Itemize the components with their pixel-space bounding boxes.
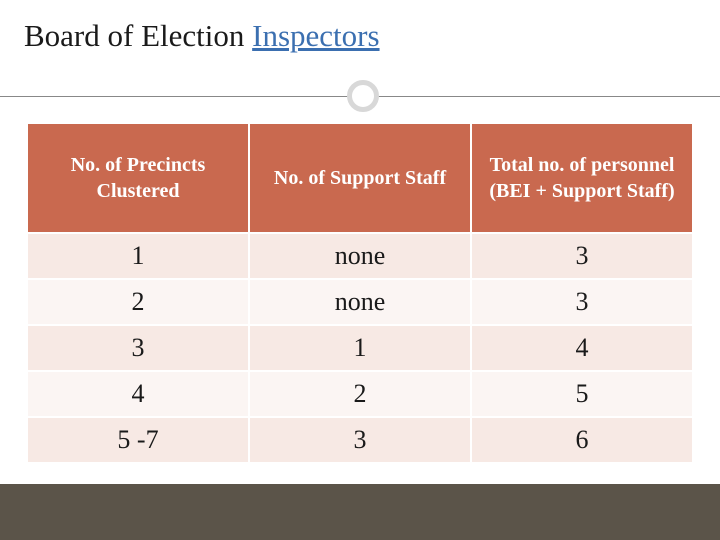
cell-precincts: 3 [27,325,249,371]
table-row: 4 2 5 [27,371,693,417]
cell-total: 4 [471,325,693,371]
staffing-table: No. of Precincts Clustered No. of Suppor… [26,122,694,464]
col-header-total-personnel: Total no. of personnel (BEI + Support St… [471,123,693,233]
title-plain: Board of Election [24,18,252,53]
slide: Board of Election Inspectors No. of Prec… [0,0,720,540]
table-row: 1 none 3 [27,233,693,279]
table-row: 2 none 3 [27,279,693,325]
cell-precincts: 2 [27,279,249,325]
cell-precincts: 5 -7 [27,417,249,463]
col-header-precincts: No. of Precincts Clustered [27,123,249,233]
cell-precincts: 4 [27,371,249,417]
cell-support: 1 [249,325,471,371]
table-header-row: No. of Precincts Clustered No. of Suppor… [27,123,693,233]
cell-support: 3 [249,417,471,463]
footer-band [0,484,720,540]
circle-icon [347,80,379,112]
cell-support: none [249,233,471,279]
cell-total: 3 [471,279,693,325]
table-row: 5 -7 3 6 [27,417,693,463]
page-title: Board of Election Inspectors [24,18,720,54]
cell-total: 3 [471,233,693,279]
cell-support: none [249,279,471,325]
cell-total: 5 [471,371,693,417]
staffing-table-wrap: No. of Precincts Clustered No. of Suppor… [26,122,694,464]
cell-support: 2 [249,371,471,417]
title-area: Board of Election Inspectors [0,0,720,54]
cell-total: 6 [471,417,693,463]
col-header-support-staff: No. of Support Staff [249,123,471,233]
title-underlined: Inspectors [252,18,379,53]
cell-precincts: 1 [27,233,249,279]
table-row: 3 1 4 [27,325,693,371]
